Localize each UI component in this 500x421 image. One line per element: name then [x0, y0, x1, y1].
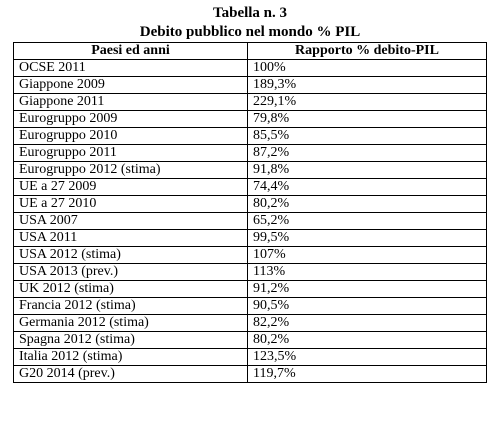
cell-country-year: Germania 2012 (stima): [13, 314, 248, 332]
cell-debt-ratio: 79,8%: [247, 110, 487, 128]
cell-country-year: UE a 27 2009: [13, 178, 248, 196]
cell-country-year: Eurogruppo 2010: [13, 127, 248, 145]
cell-country-year: UK 2012 (stima): [13, 280, 248, 298]
table-row: UE a 27 2010 80,2%: [13, 195, 487, 213]
column-header-country-year: Paesi ed anni: [13, 42, 248, 60]
cell-country-year: USA 2013 (prev.): [13, 263, 248, 281]
table-row: Eurogruppo 2009 79,8%: [13, 110, 487, 128]
cell-debt-ratio: 90,5%: [247, 297, 487, 315]
cell-country-year: Italia 2012 (stima): [13, 348, 248, 366]
cell-country-year: USA 2012 (stima): [13, 246, 248, 264]
column-header-debt-ratio: Rapporto % debito-PIL: [247, 42, 487, 60]
cell-debt-ratio: 100%: [247, 59, 487, 77]
table-row: Germania 2012 (stima) 82,2%: [13, 314, 487, 332]
cell-debt-ratio: 113%: [247, 263, 487, 281]
cell-debt-ratio: 65,2%: [247, 212, 487, 230]
table-row: UE a 27 2009 74,4%: [13, 178, 487, 196]
cell-country-year: USA 2011: [13, 229, 248, 247]
cell-country-year: OCSE 2011: [13, 59, 248, 77]
table-row: Spagna 2012 (stima) 80,2%: [13, 331, 487, 349]
cell-debt-ratio: 91,8%: [247, 161, 487, 179]
table-row: UK 2012 (stima) 91,2%: [13, 280, 487, 298]
cell-debt-ratio: 80,2%: [247, 331, 487, 349]
cell-country-year: G20 2014 (prev.): [13, 365, 248, 383]
cell-debt-ratio: 87,2%: [247, 144, 487, 162]
header-row: Paesi ed anni Rapporto % debito-PIL: [13, 42, 487, 60]
cell-debt-ratio: 74,4%: [247, 178, 487, 196]
cell-country-year: Eurogruppo 2011: [13, 144, 248, 162]
cell-debt-ratio: 123,5%: [247, 348, 487, 366]
table-caption-number: Tabella n. 3: [212, 5, 288, 21]
table-row: Francia 2012 (stima) 90,5%: [13, 297, 487, 315]
table-row: Eurogruppo 2010 85,5%: [13, 127, 487, 145]
cell-country-year: UE a 27 2010: [13, 195, 248, 213]
cell-country-year: USA 2007: [13, 212, 248, 230]
table-caption-title: Debito pubblico nel mondo % PIL: [139, 24, 361, 40]
table-row: USA 2007 65,2%: [13, 212, 487, 230]
cell-country-year: Spagna 2012 (stima): [13, 331, 248, 349]
table-row: Eurogruppo 2012 (stima) 91,8%: [13, 161, 487, 179]
table-row: G20 2014 (prev.) 119,7%: [13, 365, 487, 383]
cell-debt-ratio: 119,7%: [247, 365, 487, 383]
table-row: OCSE 2011 100%: [13, 59, 487, 77]
cell-country-year: Eurogruppo 2012 (stima): [13, 161, 248, 179]
cell-country-year: Francia 2012 (stima): [13, 297, 248, 315]
cell-country-year: Giappone 2009: [13, 76, 248, 94]
cell-debt-ratio: 91,2%: [247, 280, 487, 298]
cell-debt-ratio: 189,3%: [247, 76, 487, 94]
cell-country-year: Eurogruppo 2009: [13, 110, 248, 128]
table-row: USA 2011 99,5%: [13, 229, 487, 247]
table-row: USA 2012 (stima) 107%: [13, 246, 487, 264]
cell-debt-ratio: 85,5%: [247, 127, 487, 145]
table-body: OCSE 2011 100% Giappone 2009 189,3% Giappone…: [13, 59, 487, 383]
table-row: Eurogruppo 2011 87,2%: [13, 144, 487, 162]
debt-table: Paesi ed anni Rapporto % debito-PIL OCSE…: [13, 42, 487, 383]
cell-debt-ratio: 82,2%: [247, 314, 487, 332]
table-row: Italia 2012 (stima) 123,5%: [13, 348, 487, 366]
cell-debt-ratio: 229,1%: [247, 93, 487, 111]
cell-country-year: Giappone 2011: [13, 93, 248, 111]
cell-debt-ratio: 80,2%: [247, 195, 487, 213]
table-row: Giappone 2011 229,1%: [13, 93, 487, 111]
cell-debt-ratio: 99,5%: [247, 229, 487, 247]
table-row: Giappone 2009 189,3%: [13, 76, 487, 94]
cell-debt-ratio: 107%: [247, 246, 487, 264]
table-row: USA 2013 (prev.) 113%: [13, 263, 487, 281]
